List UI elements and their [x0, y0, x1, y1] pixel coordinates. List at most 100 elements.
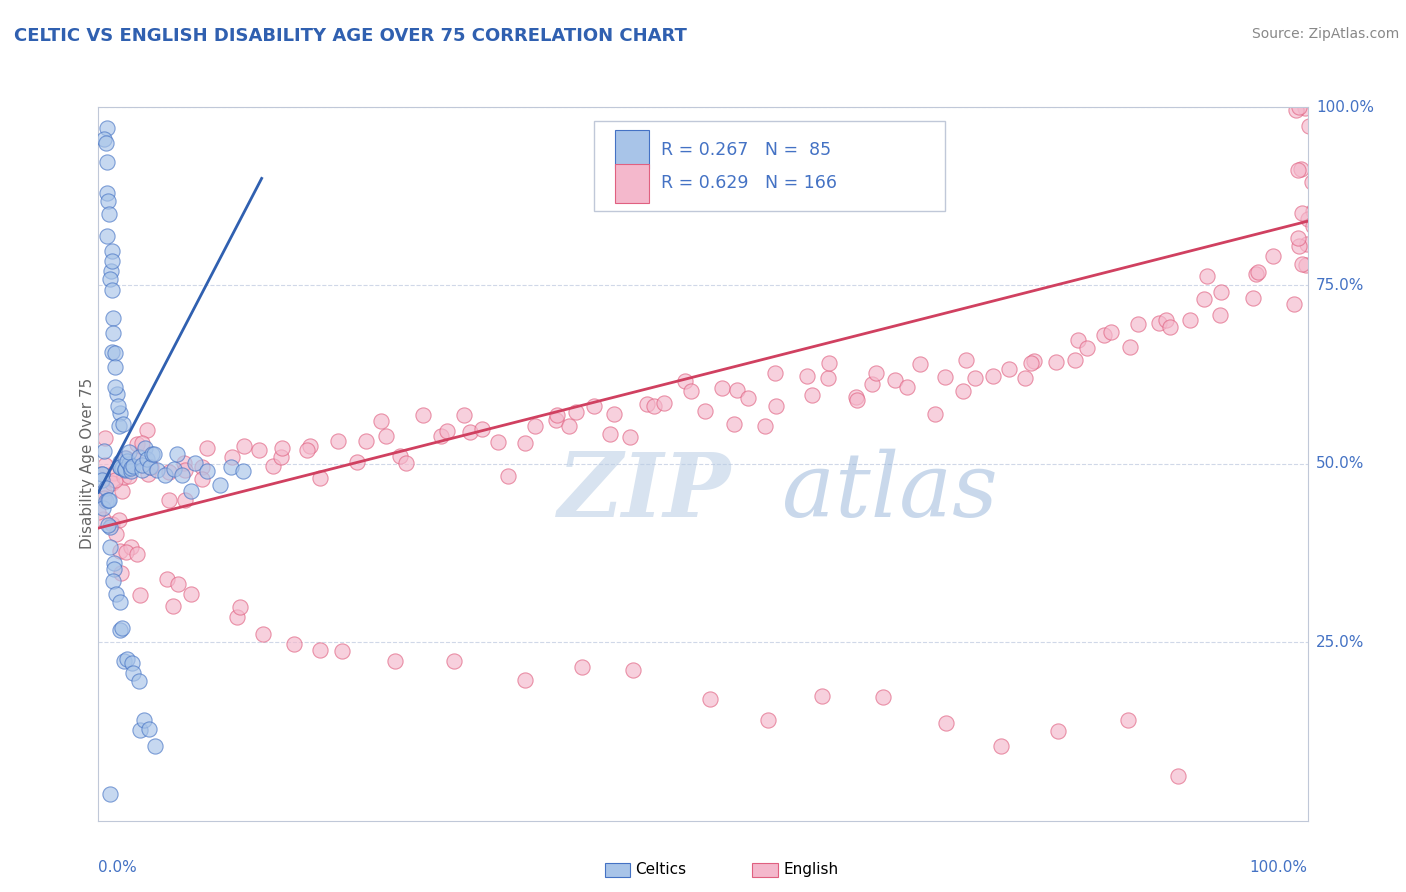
- Point: [1180, 313, 1202, 327]
- Point: [208, 477, 231, 491]
- Text: 0.0%: 0.0%: [98, 860, 138, 875]
- Point: [96, 494, 118, 508]
- Point: [122, 666, 145, 681]
- Point: [180, 587, 202, 601]
- Point: [603, 408, 626, 422]
- Text: 100.0%: 100.0%: [1250, 860, 1308, 875]
- Point: [1294, 102, 1316, 116]
- Point: [1291, 257, 1313, 271]
- Point: [1014, 370, 1036, 384]
- Point: [453, 408, 475, 422]
- Point: [232, 439, 254, 453]
- Point: [1045, 355, 1067, 369]
- Point: [138, 723, 160, 737]
- Text: CELTIC VS ENGLISH DISABILITY AGE OVER 75 CORRELATION CHART: CELTIC VS ENGLISH DISABILITY AGE OVER 75…: [14, 27, 688, 45]
- Point: [84, 466, 107, 480]
- Point: [1285, 103, 1308, 117]
- Point: [97, 518, 120, 533]
- Text: 100.0%: 100.0%: [1316, 100, 1374, 114]
- Point: [114, 462, 136, 476]
- Point: [195, 441, 218, 455]
- Point: [98, 519, 121, 533]
- Point: [141, 446, 163, 460]
- Point: [354, 434, 377, 448]
- Point: [219, 460, 242, 475]
- Point: [184, 456, 207, 470]
- Point: [1302, 204, 1324, 219]
- Point: [1298, 119, 1320, 133]
- Point: [135, 451, 157, 466]
- Point: [97, 493, 120, 508]
- Point: [934, 370, 956, 384]
- Point: [125, 547, 148, 561]
- Point: [118, 457, 141, 471]
- Point: [128, 673, 150, 688]
- Point: [1154, 313, 1177, 327]
- Point: [195, 464, 218, 478]
- Point: [114, 450, 136, 465]
- Point: [818, 356, 841, 370]
- Point: [145, 463, 167, 477]
- Point: [1167, 769, 1189, 783]
- Text: 50.0%: 50.0%: [1316, 457, 1364, 471]
- Point: [173, 456, 195, 470]
- Point: [93, 511, 115, 525]
- Point: [110, 566, 132, 581]
- Point: [131, 458, 153, 472]
- Point: [1288, 100, 1310, 114]
- Point: [1301, 175, 1323, 189]
- Point: [105, 587, 128, 601]
- Point: [619, 430, 641, 444]
- Point: [128, 450, 150, 464]
- Point: [91, 501, 114, 516]
- Point: [1244, 267, 1267, 281]
- Point: [1296, 212, 1319, 227]
- Point: [131, 435, 153, 450]
- Point: [796, 368, 818, 383]
- Point: [765, 399, 787, 413]
- FancyBboxPatch shape: [595, 121, 945, 211]
- Point: [98, 787, 121, 801]
- Point: [166, 447, 188, 461]
- Point: [97, 194, 120, 208]
- Point: [1063, 352, 1085, 367]
- Point: [101, 284, 124, 298]
- Point: [1247, 265, 1270, 279]
- Point: [412, 408, 434, 422]
- Point: [1159, 319, 1181, 334]
- Point: [458, 425, 481, 440]
- Point: [1241, 291, 1264, 305]
- Point: [652, 396, 675, 410]
- Point: [108, 454, 131, 468]
- Point: [374, 428, 396, 442]
- Point: [94, 458, 117, 473]
- Point: [546, 409, 568, 423]
- Point: [108, 544, 131, 558]
- Point: [155, 467, 177, 482]
- Point: [221, 450, 243, 464]
- Point: [1024, 353, 1046, 368]
- Point: [112, 469, 135, 483]
- Point: [1076, 341, 1098, 355]
- Point: [96, 186, 118, 200]
- Point: [681, 384, 703, 399]
- Text: ZIP: ZIP: [558, 450, 731, 535]
- Point: [131, 462, 153, 476]
- Point: [1286, 230, 1309, 244]
- Point: [636, 396, 658, 410]
- Point: [1295, 237, 1317, 252]
- Point: [1295, 259, 1317, 273]
- Point: [101, 344, 124, 359]
- Point: [180, 483, 202, 498]
- Point: [104, 473, 127, 487]
- Point: [105, 386, 128, 401]
- Point: [103, 562, 125, 576]
- Point: [811, 689, 834, 703]
- Point: [96, 120, 118, 135]
- Point: [583, 399, 606, 413]
- Point: [1286, 163, 1309, 178]
- Point: [429, 428, 451, 442]
- Point: [908, 357, 931, 371]
- Point: [118, 468, 141, 483]
- Point: [110, 621, 132, 635]
